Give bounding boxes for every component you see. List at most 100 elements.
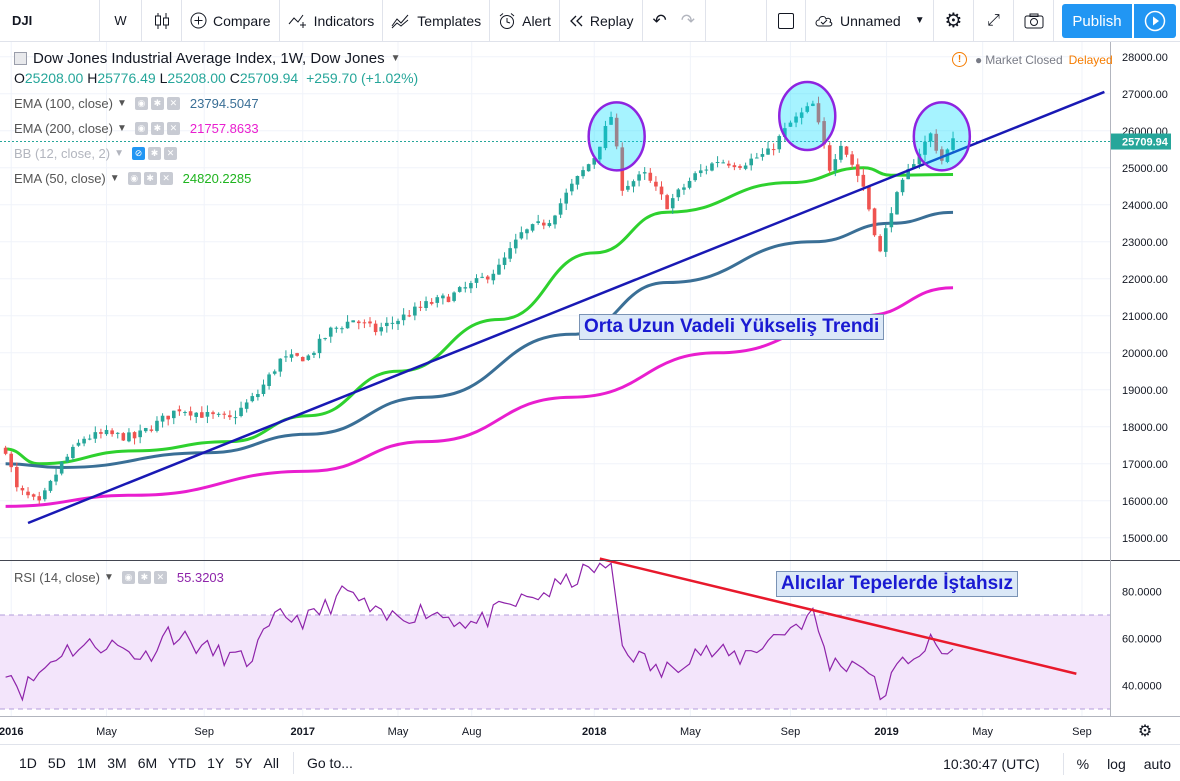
auto-toggle[interactable]: auto xyxy=(1143,755,1171,772)
chevron-down-icon[interactable]: ▼ xyxy=(114,148,125,159)
gear-icon[interactable]: ✱ xyxy=(150,122,164,135)
candle-body xyxy=(211,412,215,415)
symbol-checkbox[interactable] xyxy=(14,52,27,65)
candle-body xyxy=(670,198,675,209)
study-ema100[interactable]: EMA (100, close) ▼ ◉ ✱ ✕ 23794.5047 xyxy=(14,96,259,111)
candle-body xyxy=(850,154,854,165)
publish-button[interactable]: Publish xyxy=(1062,4,1132,38)
percent-toggle[interactable]: % xyxy=(1076,755,1090,772)
range-1m[interactable]: 1M xyxy=(76,755,97,771)
candle-body xyxy=(401,314,406,321)
chart-canvas[interactable]: 15000.00 16000.00 17000.00 18000.00 19000.00… xyxy=(0,42,1180,744)
range-5y[interactable]: 5Y xyxy=(235,755,253,771)
candle-body xyxy=(340,328,344,330)
rsi-annotation[interactable]: Alıcılar Tepelerde İştahsız xyxy=(776,571,1018,597)
gear-icon[interactable]: ✱ xyxy=(150,97,164,110)
candle-body xyxy=(710,163,714,171)
compare-button[interactable]: Compare xyxy=(182,0,280,42)
candle-body xyxy=(48,480,53,491)
close-icon[interactable]: ✕ xyxy=(159,172,173,185)
fullscreen-layout-button[interactable] xyxy=(766,0,806,42)
eye-icon[interactable]: ◉ xyxy=(134,97,148,110)
snapshot-button[interactable] xyxy=(1014,0,1054,42)
layout-menu-button[interactable]: Unnamed ▼ xyxy=(806,0,934,42)
bottom-right: 10:30:47 (UTC) % log auto xyxy=(938,745,1180,781)
warning-icon[interactable]: ! xyxy=(952,52,967,67)
time-tick-label: May xyxy=(972,726,993,738)
close-icon[interactable]: ✕ xyxy=(166,97,180,110)
candle-body xyxy=(586,164,591,172)
close-icon[interactable]: ✕ xyxy=(164,147,178,160)
eye-icon[interactable]: ◉ xyxy=(134,122,148,135)
price-tick-label: 16000.00 xyxy=(1122,496,1168,508)
eye-hidden-icon[interactable]: ⊘ xyxy=(132,147,146,160)
trend-annotation[interactable]: Orta Uzun Vadeli Yükseliş Trendi xyxy=(579,314,885,340)
alert-button[interactable]: Alert xyxy=(490,0,560,42)
candle-body xyxy=(390,322,395,324)
alert-label: Alert xyxy=(522,12,551,29)
candle-body xyxy=(928,133,933,142)
indicators-button[interactable]: Indicators xyxy=(280,0,384,42)
price-tick-label: 21000.00 xyxy=(1122,311,1168,323)
undo-icon[interactable]: ↶ xyxy=(652,10,667,30)
range-all[interactable]: All xyxy=(263,755,279,771)
expand-icon: ⤢ xyxy=(987,11,1000,29)
candle-body xyxy=(446,296,451,303)
candle-body xyxy=(76,442,81,446)
goto-button[interactable]: Go to... xyxy=(306,755,353,771)
chevron-down-icon[interactable]: ▼ xyxy=(117,98,127,109)
range-1y[interactable]: 1Y xyxy=(207,755,225,771)
ohlc-values: O25208.00 H25776.49 L25208.00 C25709.94 … xyxy=(14,70,418,86)
close-icon[interactable]: ✕ xyxy=(153,571,167,584)
candle-body xyxy=(715,162,720,164)
candle-body xyxy=(480,276,484,278)
replay-button[interactable]: Replay xyxy=(560,0,643,42)
range-ytd[interactable]: YTD xyxy=(168,755,197,771)
rsi-trendline xyxy=(599,557,1077,675)
time-tick-label: May xyxy=(680,726,701,738)
candle-body xyxy=(452,292,456,301)
symbol-search[interactable]: DJI xyxy=(0,0,100,42)
candle-body xyxy=(872,208,877,236)
chart-style-button[interactable] xyxy=(142,0,182,42)
gear-icon[interactable]: ✱ xyxy=(148,147,162,160)
chevron-down-icon[interactable]: ▼ xyxy=(117,123,127,134)
chevron-down-icon[interactable]: ▼ xyxy=(103,572,114,583)
play-button[interactable] xyxy=(1134,4,1176,38)
settings-button[interactable]: ⚙ xyxy=(934,0,974,42)
redo-icon[interactable]: ↷ xyxy=(680,10,695,30)
eye-icon[interactable]: ◉ xyxy=(127,172,141,185)
price-tick-label: 25000.00 xyxy=(1122,163,1168,175)
range-6m[interactable]: 6M xyxy=(137,755,158,771)
gear-icon[interactable]: ✱ xyxy=(143,172,157,185)
ema-line xyxy=(5,166,954,466)
eye-icon[interactable]: ◉ xyxy=(121,571,135,584)
candle-body xyxy=(407,315,412,317)
candle-body xyxy=(609,116,613,125)
change-value: +259.70 (+1.02%) xyxy=(306,70,419,86)
rsi-line xyxy=(5,562,954,702)
chevron-down-icon[interactable]: ▼ xyxy=(109,173,120,184)
study-bb[interactable]: BB (12, close, 2) ▼ ⊘ ✱ ✕ xyxy=(14,146,187,161)
chevron-down-icon[interactable]: ▼ xyxy=(390,53,401,64)
study-ema200[interactable]: EMA (200, close) ▼ ◉ ✱ ✕ 21757.8633 xyxy=(14,121,259,136)
range-1d[interactable]: 1D xyxy=(19,755,37,771)
interval-button[interactable]: W xyxy=(100,0,142,42)
range-5d[interactable]: 5D xyxy=(47,755,66,771)
study-ema50[interactable]: EMA (50, close) ▼ ◉ ✱ ✕ 24820.2285 xyxy=(14,171,251,186)
range-3m[interactable]: 3M xyxy=(107,755,127,771)
candle-body xyxy=(160,415,165,422)
log-toggle[interactable]: log xyxy=(1107,755,1126,772)
templates-button[interactable]: Templates xyxy=(383,0,491,42)
candle-body xyxy=(536,221,540,224)
study-rsi[interactable]: RSI (14, close) ▼ ◉ ✱ ✕ 55.3203 xyxy=(14,570,224,585)
gear-icon[interactable]: ✱ xyxy=(137,571,151,584)
chart-title: Dow Jones Industrial Average Index, 1W, … xyxy=(14,50,400,67)
candle-body xyxy=(3,447,8,454)
close-icon[interactable]: ✕ xyxy=(166,122,180,135)
candle-body xyxy=(188,411,193,416)
indicators-label: Indicators xyxy=(313,12,375,29)
price-tick-label: 24000.00 xyxy=(1122,200,1168,212)
fullscreen-button[interactable]: ⤢ xyxy=(974,0,1014,42)
last-price-tag xyxy=(1111,133,1171,150)
